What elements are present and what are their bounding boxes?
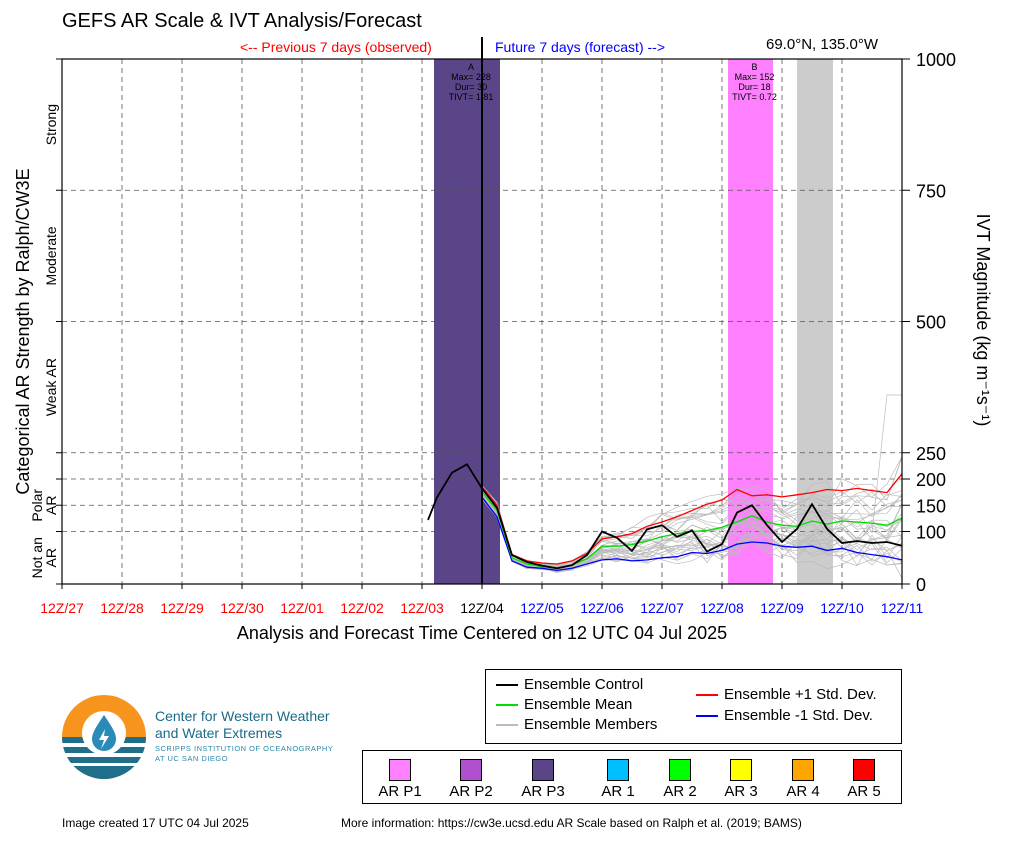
x-tick-label: 12Z/10 — [820, 600, 864, 616]
legend-item-minus-std: Ensemble -1 Std. Dev. — [696, 707, 873, 724]
future-days-label: Future 7 days (forecast) --> — [495, 39, 666, 55]
legend-swatch-control — [496, 684, 518, 687]
logo-title: Center for Western Weather and Water Ext… — [155, 708, 330, 741]
ar-period-annotation: B — [751, 62, 757, 72]
logo-subtitle: SCRIPPS INSTITUTION OF OCEANOGRAPHY AT U… — [155, 744, 334, 763]
ar-scale-swatch — [460, 759, 482, 781]
ar-scale-2: AR 2 — [647, 759, 713, 800]
previous-days-label: <-- Previous 7 days (observed) — [240, 39, 432, 55]
legend-swatch-minus-std — [696, 715, 718, 718]
ar-scale-p3: AR P3 — [510, 759, 576, 800]
ar-period-annotation: TIVT= 1.81 — [449, 92, 494, 102]
more-info-label: More information: https://cw3e.ucsd.edu … — [341, 816, 802, 830]
y-tick-label: 0 — [916, 575, 926, 595]
legend-item-members: Ensemble Members — [496, 716, 657, 733]
x-tick-label: 12Z/01 — [280, 600, 324, 616]
category-label: AR — [43, 496, 59, 515]
ensemble-member-line — [481, 495, 903, 572]
ar-period-annotation: TIVT= 0.72 — [732, 92, 777, 102]
x-tick-label: 12Z/06 — [580, 600, 624, 616]
ar-scale-swatch — [792, 759, 814, 781]
legend-swatch-plus-std — [696, 694, 718, 697]
location-label: 69.0°N, 135.0°W — [766, 36, 879, 53]
cw3e-logo-icon — [62, 695, 146, 779]
x-tick-label: 12Z/27 — [40, 600, 84, 616]
x-tick-label: 12Z/28 — [100, 600, 144, 616]
legend-item-plus-std: Ensemble +1 Std. Dev. — [696, 686, 877, 703]
x-tick-label: 12Z/07 — [640, 600, 684, 616]
category-label: Strong — [43, 104, 59, 145]
ensemble-member-line — [481, 493, 903, 570]
x-tick-label: 12Z/29 — [160, 600, 204, 616]
ar-scale-legend: AR P1 AR P2 AR P3 AR 1 AR 2 AR 3 AR 4 AR… — [362, 750, 902, 804]
chart-title: GEFS AR Scale & IVT Analysis/Forecast — [62, 10, 422, 32]
y-tick-label: 150 — [916, 496, 946, 516]
ar-scale-4: AR 4 — [770, 759, 836, 800]
ensemble-member-line — [481, 498, 903, 572]
y-tick-label: 250 — [916, 444, 946, 464]
ar-scale-p1: AR P1 — [367, 759, 433, 800]
y-tick-label: 1000 — [916, 50, 956, 70]
legend-swatch-mean — [496, 704, 518, 707]
ensemble-member-line — [481, 487, 902, 566]
ar-period-annotation: Max= 228 — [451, 72, 491, 82]
ensemble-member-line — [481, 495, 903, 572]
ar-scale-swatch — [853, 759, 875, 781]
right-axis-label: IVT Magnitude (kg m⁻¹s⁻¹) — [973, 214, 993, 427]
ar-period-annotation: Max= 152 — [735, 72, 775, 82]
y-tick-label: 200 — [916, 470, 946, 490]
category-label: Polar — [29, 489, 45, 522]
series-line-ensemble-1-std-dev- — [481, 473, 903, 565]
x-tick-label: 12Z/05 — [520, 600, 564, 616]
ar-scale-swatch — [389, 759, 411, 781]
x-tick-label: 12Z/04 — [460, 600, 504, 616]
y-tick-label: 750 — [916, 181, 946, 201]
y-tick-label: 500 — [916, 313, 946, 333]
ar-scale-swatch — [669, 759, 691, 781]
category-label: Moderate — [43, 226, 59, 285]
image-created-label: Image created 17 UTC 04 Jul 2025 — [62, 816, 249, 830]
category-label: AR — [43, 548, 59, 567]
category-label: Weak AR — [43, 358, 59, 416]
ar-period-annotation: A — [468, 62, 474, 72]
x-tick-label: 12Z/03 — [400, 600, 444, 616]
x-axis-label: Analysis and Forecast Time Centered on 1… — [236, 623, 728, 643]
x-tick-label: 12Z/11 — [881, 600, 924, 616]
legend-item-mean: Ensemble Mean — [496, 696, 632, 713]
ar-period-annotation: Dur= 30 — [455, 82, 487, 92]
legend-item-control: Ensemble Control — [496, 676, 643, 693]
ar-scale-swatch — [730, 759, 752, 781]
series-line-ensemble-1-std-dev- — [481, 497, 903, 572]
ensemble-member-line — [481, 498, 903, 573]
x-tick-label: 12Z/09 — [760, 600, 804, 616]
ar-scale-swatch — [532, 759, 554, 781]
ar-scale-p2: AR P2 — [438, 759, 504, 800]
ensemble-member-line — [481, 494, 903, 572]
ar-scale-5: AR 5 — [831, 759, 897, 800]
ar-scale-1: AR 1 — [585, 759, 651, 800]
x-tick-label: 12Z/02 — [340, 600, 384, 616]
ar-scale-3: AR 3 — [708, 759, 774, 800]
series-legend: Ensemble Control Ensemble Mean Ensemble … — [485, 669, 902, 744]
ensemble-member-line — [481, 495, 903, 571]
ar-scale-swatch — [607, 759, 629, 781]
left-axis-label: Categorical AR Strength by Ralph/CW3E — [13, 168, 33, 494]
legend-swatch-members — [496, 724, 518, 727]
series-line-ensemble-control — [427, 463, 903, 570]
ar-period-annotation: Dur= 18 — [738, 82, 770, 92]
ensemble-member-line — [481, 490, 903, 567]
ensemble-member-line — [481, 485, 903, 566]
x-tick-label: 12Z/08 — [700, 600, 744, 616]
category-label: Not an — [29, 537, 45, 578]
x-tick-label: 12Z/30 — [220, 600, 264, 616]
y-tick-label: 100 — [916, 523, 946, 543]
